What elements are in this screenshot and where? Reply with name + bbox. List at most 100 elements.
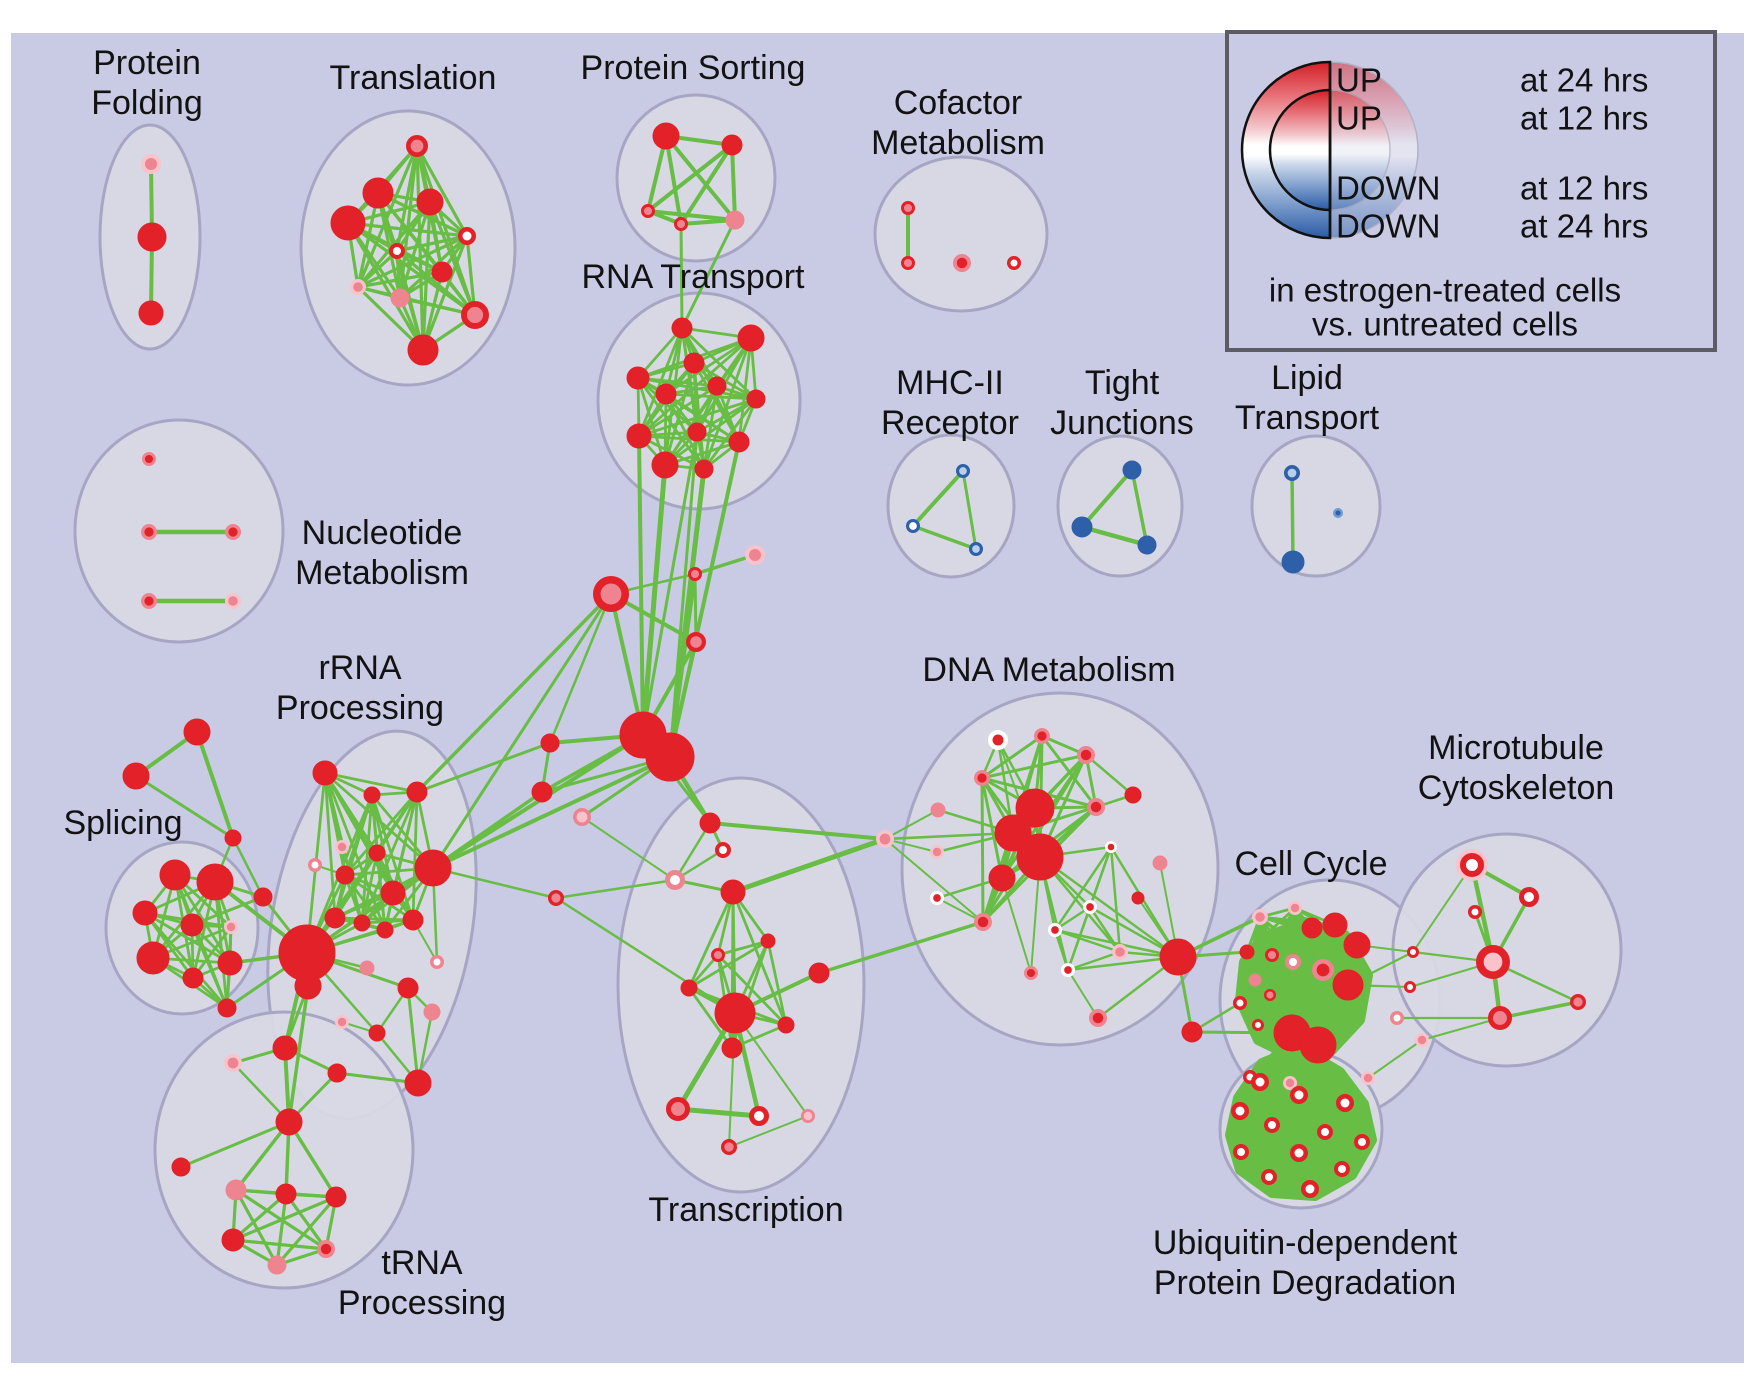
edge-tn6-tn9 [275, 1195, 338, 1267]
node-rr16 [359, 960, 375, 976]
edge-dm23-dm19 [1067, 969, 1099, 1019]
edge-ps1-ps3 [679, 143, 734, 226]
edge-tr0-tr7 [356, 144, 419, 289]
edge-tn7-tn8 [231, 1238, 328, 1251]
node-dm17 [1082, 900, 1097, 915]
node-ub6 [1354, 1134, 1370, 1150]
node-dm12 [1104, 840, 1117, 853]
node-dm3 [973, 769, 990, 786]
node-cc13 [1299, 1026, 1337, 1064]
edge-rr3-rr0 [323, 771, 344, 849]
edge-k2-rr7 [431, 592, 613, 870]
edge-tr3-tr10 [346, 221, 425, 352]
edge-rt1-rt11 [702, 336, 753, 471]
edge-mt9-mt6 [1420, 1016, 1502, 1042]
edge-k2-rr2 [415, 592, 613, 794]
node-tn2 [275, 1108, 303, 1136]
node-tg0 [183, 718, 211, 746]
node-sp7 [217, 950, 243, 976]
edge-dm20-dm9 [1001, 877, 1032, 974]
edge-tn2-tn3 [179, 1120, 291, 1169]
edge-tc3-cn0 [730, 836, 888, 895]
edge-dm12-dm18 [1053, 845, 1113, 932]
edge-tg2-rr21 [231, 836, 265, 899]
edge-tc15-tc14 [728, 1115, 809, 1148]
node-cc10 [1264, 989, 1277, 1002]
node-lp2 [1333, 508, 1343, 518]
transcription-label: Transcription [648, 1191, 843, 1229]
edge-rt8-k4 [641, 430, 699, 737]
edge-tc0-tc2 [673, 821, 712, 882]
node-pf0 [141, 154, 161, 174]
node-cf2 [953, 253, 972, 272]
node-tr0 [405, 134, 428, 157]
edge-rt5-rt11 [702, 384, 719, 471]
edge-dm8-dm22 [1038, 855, 1180, 959]
cluster-tight-junctions [1056, 434, 1184, 578]
node-lp0 [1284, 464, 1301, 481]
node-tc1 [715, 842, 731, 858]
node-cc15 [1252, 1019, 1264, 1031]
node-dm15 [974, 913, 993, 932]
edge-dm18-dm21 [1053, 928, 1122, 954]
edge-tn1-rr22 [335, 1071, 420, 1085]
cluster-transcription [616, 776, 866, 1194]
edge-ub2-ub9 [1268, 1102, 1346, 1178]
trna-processing-label-line2: Processing [338, 1284, 506, 1322]
edge-tc4-tc8 [554, 896, 737, 1015]
node-rr14 [294, 972, 322, 1000]
edge-tn2-tn6 [287, 1120, 338, 1199]
node-sk1 [531, 781, 553, 803]
nucleotide-metabolism-label-line1: Nucleotide [302, 514, 463, 552]
edge-rt10-k4 [640, 462, 668, 738]
edge-k0-k1 [693, 553, 757, 576]
node-rr22 [404, 1069, 432, 1097]
node-mt2 [1468, 905, 1482, 919]
nucleotide-metabolism-label-line2: Metabolism [295, 554, 469, 592]
node-cc8 [1312, 958, 1335, 981]
edge-ps2-ps4 [646, 209, 737, 222]
node-tc4 [547, 889, 564, 906]
edge-sk0-rr2 [415, 741, 552, 794]
node-rt10 [651, 451, 679, 479]
node-cf0 [900, 201, 915, 216]
node-dm14 [930, 891, 945, 906]
edge-ub6-ub7 [1298, 1141, 1363, 1154]
node-tj1 [1071, 516, 1093, 538]
edge-ub8-ub10 [1240, 1151, 1343, 1170]
node-rr6 [368, 844, 386, 862]
edge-ub3-ub11 [1239, 1110, 1311, 1190]
microtubule-cytoskeleton-label-line2: Cytoskeleton [1418, 769, 1615, 807]
edge-tc15-tc8 [728, 1012, 736, 1148]
node-tr2 [416, 188, 444, 216]
dna-metabolism-label: DNA Metabolism [922, 651, 1175, 689]
legend-direction-1: UP [1336, 62, 1382, 99]
edge-tr4-tr5 [395, 234, 469, 253]
node-cc11 [1233, 996, 1247, 1010]
edge-tg0-tg2 [195, 730, 235, 840]
node-cc6 [1264, 947, 1279, 962]
edge-ub8-ub11 [1240, 1151, 1311, 1190]
node-tc11 [808, 962, 830, 984]
node-rr17 [397, 977, 419, 999]
legend-caption-line1: in estrogen-treated cells [1269, 272, 1621, 309]
node-dm23 [1089, 1009, 1108, 1028]
edge-tn5-tn7 [231, 1192, 288, 1242]
node-mt3 [1475, 945, 1510, 980]
node-tr3 [330, 205, 366, 241]
node-cc18 [1181, 1021, 1203, 1043]
node-sp0 [159, 859, 191, 891]
edge-rt6-rt10 [663, 397, 758, 467]
node-tc12 [666, 1097, 691, 1122]
cell-cycle-label: Cell Cycle [1234, 845, 1387, 883]
translation-label: Translation [330, 59, 497, 97]
node-ps4 [725, 210, 745, 230]
node-tc0 [699, 812, 721, 834]
node-rr12 [376, 921, 394, 939]
node-rt8 [687, 422, 707, 442]
node-ub10 [1334, 1161, 1350, 1177]
edge-tc6-tc9 [716, 953, 788, 1027]
node-rr19 [368, 1024, 386, 1042]
cluster-mhc-ii-receptor [886, 433, 1016, 579]
